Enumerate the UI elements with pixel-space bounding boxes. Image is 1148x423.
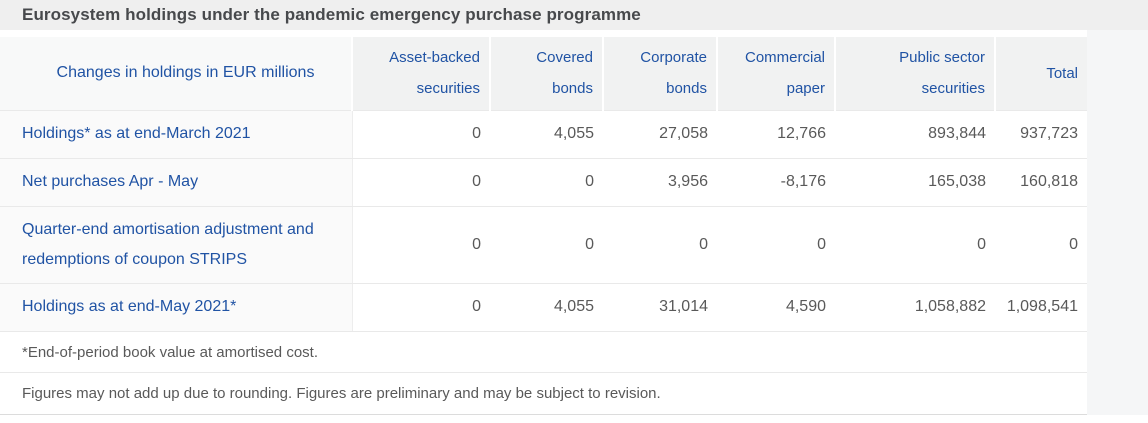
value-cell: 4,590 xyxy=(785,298,826,316)
value-cell: 0 xyxy=(490,206,603,284)
value-cell: 1,098,541 xyxy=(1006,298,1078,316)
column-header-corporate-bonds: Corporate bonds xyxy=(602,37,717,111)
table-row: Holdings* as at end-March 2021 0 4,055 2… xyxy=(0,110,1087,159)
column-header-public-sector-securities: Public sector securities xyxy=(834,37,995,111)
value-cell: 0 xyxy=(352,110,490,159)
value-cell: 0 xyxy=(490,158,603,207)
row-label: Net purchases Apr - May xyxy=(0,158,353,207)
value-cell: 0 xyxy=(835,206,995,284)
value-cell: 27,058 xyxy=(603,110,717,159)
value-cell: 0 xyxy=(472,298,481,316)
column-header-commercial-paper: Commercial paper xyxy=(716,37,835,111)
section-title-bar: Eurosystem holdings under the pandemic e… xyxy=(0,0,1148,30)
value-cell: 1,058,882 xyxy=(914,298,986,316)
value-cell: 4,055 xyxy=(490,110,603,159)
table-row: Holdings as at end-May 2021* 0 4,055 31,… xyxy=(0,283,1087,331)
footnote-amortised-cost: *End-of-period book value at amortised c… xyxy=(0,331,1087,372)
value-cell: 31,014 xyxy=(659,298,708,316)
column-header-total: Total xyxy=(994,37,1087,111)
footnote-rounding: Figures may not add up due to rounding. … xyxy=(0,372,1087,414)
table-row: Quarter-end amortisation adjustment and … xyxy=(0,206,1087,284)
section-title: Eurosystem holdings under the pandemic e… xyxy=(22,5,641,24)
footnote-text: *End-of-period book value at amortised c… xyxy=(22,343,318,361)
row-label: Holdings as at end-May 2021* xyxy=(0,283,353,331)
content-area: Changes in holdings in EUR millions Asse… xyxy=(0,30,1148,415)
value-cell: 3,956 xyxy=(603,158,717,207)
footnote-text: Figures may not add up due to rounding. … xyxy=(22,385,661,402)
column-header-asset-backed-securities: Asset-backed securities xyxy=(351,37,490,111)
value-cell: 165,038 xyxy=(835,158,995,207)
value-cell: 4,055 xyxy=(553,298,594,316)
holdings-table: Changes in holdings in EUR millions Asse… xyxy=(0,37,1087,331)
header-row: Changes in holdings in EUR millions Asse… xyxy=(0,37,1087,111)
row-label: Quarter-end amortisation adjustment and … xyxy=(0,206,353,284)
value-cell: 937,723 xyxy=(995,110,1087,159)
row-label: Holdings* as at end-March 2021 xyxy=(0,110,353,159)
value-cell: 0 xyxy=(352,158,490,207)
column-header-covered-bonds: Covered bonds xyxy=(489,37,603,111)
table-row: Net purchases Apr - May 0 0 3,956 -8,176… xyxy=(0,158,1087,207)
value-cell: 0 xyxy=(995,206,1087,284)
holdings-module: Changes in holdings in EUR millions Asse… xyxy=(0,30,1087,415)
value-cell: 893,844 xyxy=(835,110,995,159)
value-cell: -8,176 xyxy=(717,158,835,207)
row-label-header: Changes in holdings in EUR millions xyxy=(0,37,352,111)
value-cell: 0 xyxy=(717,206,835,284)
value-cell: 160,818 xyxy=(995,158,1087,207)
right-margin-strip xyxy=(1087,30,1148,415)
value-cell: 0 xyxy=(603,206,717,284)
value-cell: 12,766 xyxy=(717,110,835,159)
value-cell: 0 xyxy=(352,206,490,284)
